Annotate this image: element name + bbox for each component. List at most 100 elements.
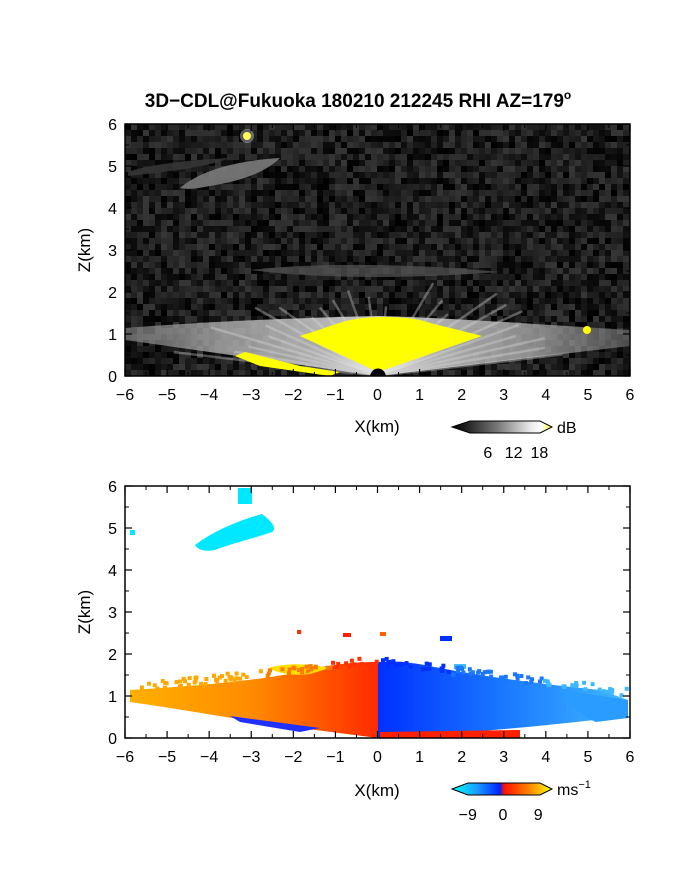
- noise-cell: [521, 208, 527, 214]
- noise-cell: [551, 136, 557, 142]
- noise-cell: [479, 190, 485, 196]
- noise-cell: [491, 166, 497, 172]
- noise-cell: [503, 316, 509, 322]
- reflectivity-ray: [268, 335, 379, 376]
- noise-cell: [371, 202, 377, 208]
- noise-cell: [245, 238, 251, 244]
- noise-cell: [479, 136, 485, 142]
- noise-cell: [587, 322, 593, 328]
- noise-cell: [455, 148, 461, 154]
- noise-cell: [587, 232, 593, 238]
- noise-cell: [293, 244, 299, 250]
- noise-cell: [275, 220, 281, 226]
- noise-cell: [257, 172, 263, 178]
- noise-cell: [155, 352, 161, 358]
- noise-cell: [233, 238, 239, 244]
- noise-cell: [299, 142, 305, 148]
- noise-cell: [509, 292, 515, 298]
- noise-cell: [383, 244, 389, 250]
- noise-cell: [125, 364, 131, 370]
- noise-cell: [401, 172, 407, 178]
- noise-cell: [185, 268, 191, 274]
- velocity-speckle: [300, 670, 305, 675]
- noise-cell: [605, 304, 611, 310]
- noise-cell: [341, 286, 347, 292]
- noise-cell: [125, 298, 131, 304]
- reflectivity-colorbar: 6 12 18 dB: [450, 420, 577, 462]
- noise-cell: [299, 250, 305, 256]
- noise-cell: [245, 232, 251, 238]
- noise-cell: [581, 214, 587, 220]
- noise-cell: [227, 190, 233, 196]
- noise-cell: [581, 352, 587, 358]
- noise-cell: [485, 244, 491, 250]
- noise-cell: [341, 148, 347, 154]
- noise-cell: [605, 166, 611, 172]
- noise-cell: [269, 232, 275, 238]
- noise-cell: [233, 160, 239, 166]
- noise-cell: [245, 226, 251, 232]
- noise-cell: [401, 280, 407, 286]
- noise-cell: [341, 142, 347, 148]
- noise-cell: [371, 256, 377, 262]
- noise-cell: [623, 160, 629, 166]
- noise-cell: [569, 130, 575, 136]
- noise-cell: [401, 220, 407, 226]
- noise-cell: [155, 304, 161, 310]
- noise-cell: [581, 292, 587, 298]
- noise-cell: [611, 220, 617, 226]
- noise-cell: [599, 214, 605, 220]
- noise-cell: [203, 364, 209, 370]
- noise-cell: [587, 202, 593, 208]
- noise-cell: [287, 214, 293, 220]
- noise-cell: [311, 148, 317, 154]
- noise-cell: [305, 250, 311, 256]
- noise-cell: [407, 130, 413, 136]
- velocity-speckle: [545, 679, 550, 684]
- noise-cell: [455, 202, 461, 208]
- noise-cell: [293, 136, 299, 142]
- noise-cell: [173, 286, 179, 292]
- noise-cell: [449, 280, 455, 286]
- noise-cell: [527, 220, 533, 226]
- noise-cell: [419, 262, 425, 268]
- noise-cell: [353, 160, 359, 166]
- noise-cell: [533, 130, 539, 136]
- noise-cell: [575, 292, 581, 298]
- velocity-speckle: [137, 689, 142, 694]
- noise-cell: [341, 250, 347, 256]
- noise-cell: [197, 280, 203, 286]
- noise-cell: [461, 196, 467, 202]
- noise-cell: [617, 226, 623, 232]
- noise-cell: [467, 280, 473, 286]
- noise-cell: [371, 178, 377, 184]
- noise-cell: [449, 256, 455, 262]
- noise-cell: [485, 370, 491, 376]
- noise-cell: [485, 190, 491, 196]
- noise-cell: [533, 172, 539, 178]
- noise-cell: [329, 202, 335, 208]
- noise-cell: [347, 298, 353, 304]
- noise-cell: [203, 196, 209, 202]
- noise-cell: [491, 268, 497, 274]
- noise-cell: [587, 280, 593, 286]
- noise-cell: [437, 178, 443, 184]
- noise-cell: [575, 184, 581, 190]
- noise-cell: [179, 346, 185, 352]
- noise-cell: [611, 244, 617, 250]
- noise-cell: [539, 172, 545, 178]
- noise-cell: [341, 208, 347, 214]
- noise-cell: [317, 292, 323, 298]
- noise-cell: [425, 184, 431, 190]
- noise-cell: [389, 208, 395, 214]
- noise-cell: [473, 256, 479, 262]
- noise-cell: [431, 124, 437, 130]
- noise-cell: [173, 184, 179, 190]
- noise-cell: [269, 238, 275, 244]
- noise-cell: [545, 226, 551, 232]
- noise-cell: [575, 172, 581, 178]
- noise-cell: [257, 316, 263, 322]
- noise-cell: [605, 286, 611, 292]
- noise-cell: [503, 142, 509, 148]
- noise-cell: [479, 310, 485, 316]
